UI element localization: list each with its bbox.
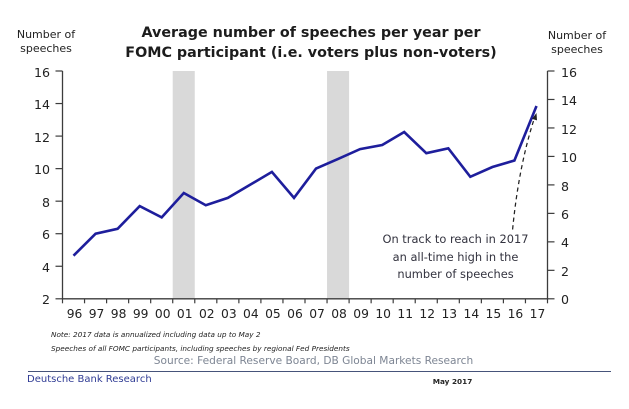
recession-band-08 [327, 71, 350, 299]
x-tick-label-15: 15 [485, 307, 502, 321]
left-axis-title-line1: Number of [16, 27, 76, 41]
left-tick-label-4: 4 [41, 259, 50, 275]
x-tick-label-16: 16 [507, 307, 524, 321]
speeches-line-series [72, 105, 538, 257]
left-axis-title-line2: speeches [20, 41, 72, 55]
x-tick-label-02: 02 [198, 307, 215, 321]
footer-divider [28, 370, 611, 372]
source-text: Source: Federal Reserve Board, DB Global… [153, 355, 474, 367]
brand-name: Deutsche Bank Research [27, 374, 152, 385]
x-tick-label-09: 09 [353, 307, 369, 321]
right-tick-label-16: 16 [561, 64, 578, 80]
x-tick-label-12: 12 [419, 307, 436, 321]
x-tick-label-99: 99 [132, 307, 149, 321]
left-tick-label-12: 12 [33, 129, 50, 145]
annotation-line1: On track to reach in 2017 [382, 232, 529, 246]
annotation-line3: number of speeches [397, 267, 514, 282]
x-tick-label-03: 03 [221, 307, 237, 321]
x-tick-label-04: 04 [243, 307, 259, 321]
right-tick-label-0: 0 [561, 292, 570, 308]
x-tick-label-13: 13 [441, 307, 458, 321]
left-tick-label-10: 10 [33, 162, 50, 178]
left-tick-label-6: 6 [41, 227, 50, 243]
left-tick-label-14: 14 [33, 97, 50, 113]
date-label: May 2017 [432, 377, 473, 386]
x-tick-label-01: 01 [176, 307, 193, 321]
left-tick-label-2: 2 [41, 292, 50, 308]
x-tick-label-08: 08 [331, 307, 347, 321]
chart-title: Average number of speeches per year per … [0, 24, 622, 63]
right-tick-label-10: 10 [561, 150, 578, 166]
x-tick-label-96: 96 [66, 307, 83, 321]
chart-annotation: On track to reach in 2017 an all-time hi… [368, 231, 543, 284]
x-tick-label-14: 14 [463, 307, 480, 321]
x-tick-label-05: 05 [265, 307, 281, 321]
left-tick-label-8: 8 [41, 194, 50, 210]
annotation-line2: an all-time high in the [392, 249, 519, 264]
x-tick-label-11: 11 [397, 307, 414, 321]
x-tick-label-10: 10 [375, 307, 391, 321]
annotation-arrow-head [532, 113, 537, 121]
annotation-arrow-line [511, 119, 535, 230]
right-tick-label-12: 12 [561, 121, 578, 137]
right-tick-label-4: 4 [561, 235, 570, 251]
left-tick-label-16: 16 [33, 64, 50, 80]
right-axis-title-line2: speeches [551, 43, 603, 57]
left-axis-title: Number of speeches [1, 28, 91, 57]
footnote-1: Note: 2017 data is annualized including … [51, 329, 261, 339]
x-tick-label-97: 97 [88, 307, 105, 321]
x-tick-label-00: 00 [154, 307, 171, 321]
x-tick-label-07: 07 [309, 307, 325, 321]
chart-title-line1: Average number of speeches per year per [141, 25, 481, 41]
x-tick-label-06: 06 [287, 307, 303, 321]
right-axis-title: Number of speeches [532, 29, 622, 58]
right-axis-title-line1: Number of [547, 29, 607, 42]
x-tick-label-98: 98 [110, 307, 127, 321]
right-tick-label-6: 6 [561, 206, 570, 222]
right-tick-label-2: 2 [561, 263, 570, 279]
footnote-2: Speeches of all FOMC participants, inclu… [51, 344, 350, 353]
x-tick-label-17: 17 [529, 307, 546, 321]
right-tick-label-14: 14 [561, 93, 578, 109]
right-tick-label-8: 8 [561, 178, 570, 194]
recession-band-01 [172, 71, 195, 299]
chart-title-line2: FOMC participant (i.e. voters plus non-v… [125, 44, 497, 61]
